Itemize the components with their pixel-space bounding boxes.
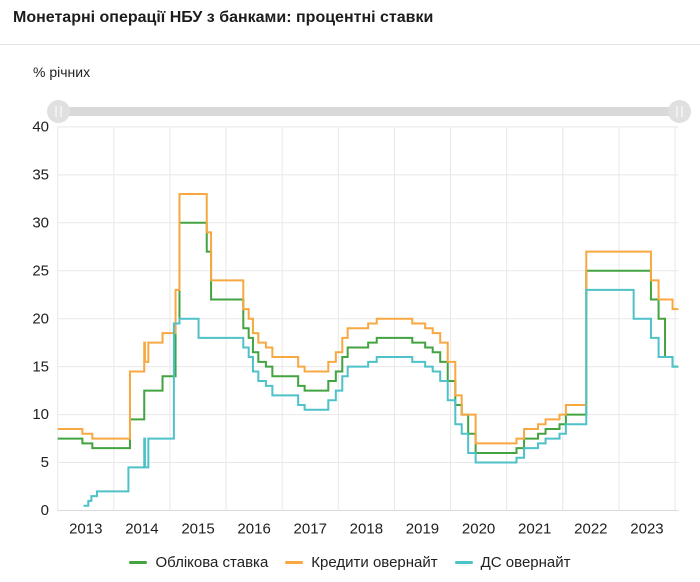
svg-text:0: 0 — [41, 502, 49, 519]
svg-text:5: 5 — [41, 454, 49, 471]
svg-text:35: 35 — [32, 166, 49, 183]
svg-text:2014: 2014 — [125, 521, 158, 538]
svg-text:2023: 2023 — [630, 521, 663, 538]
svg-text:2017: 2017 — [294, 521, 327, 538]
svg-text:2015: 2015 — [181, 521, 214, 538]
svg-text:30: 30 — [32, 214, 49, 231]
svg-text:2013: 2013 — [69, 521, 102, 538]
svg-text:10: 10 — [32, 406, 49, 423]
svg-text:15: 15 — [32, 358, 49, 375]
svg-text:2018: 2018 — [350, 521, 383, 538]
svg-text:25: 25 — [32, 262, 49, 279]
svg-text:2016: 2016 — [237, 521, 270, 538]
svg-text:2021: 2021 — [518, 521, 551, 538]
svg-text:2019: 2019 — [406, 521, 439, 538]
svg-text:40: 40 — [32, 119, 49, 136]
svg-text:2022: 2022 — [574, 521, 607, 538]
svg-text:2020: 2020 — [462, 521, 495, 538]
svg-text:20: 20 — [32, 310, 49, 327]
